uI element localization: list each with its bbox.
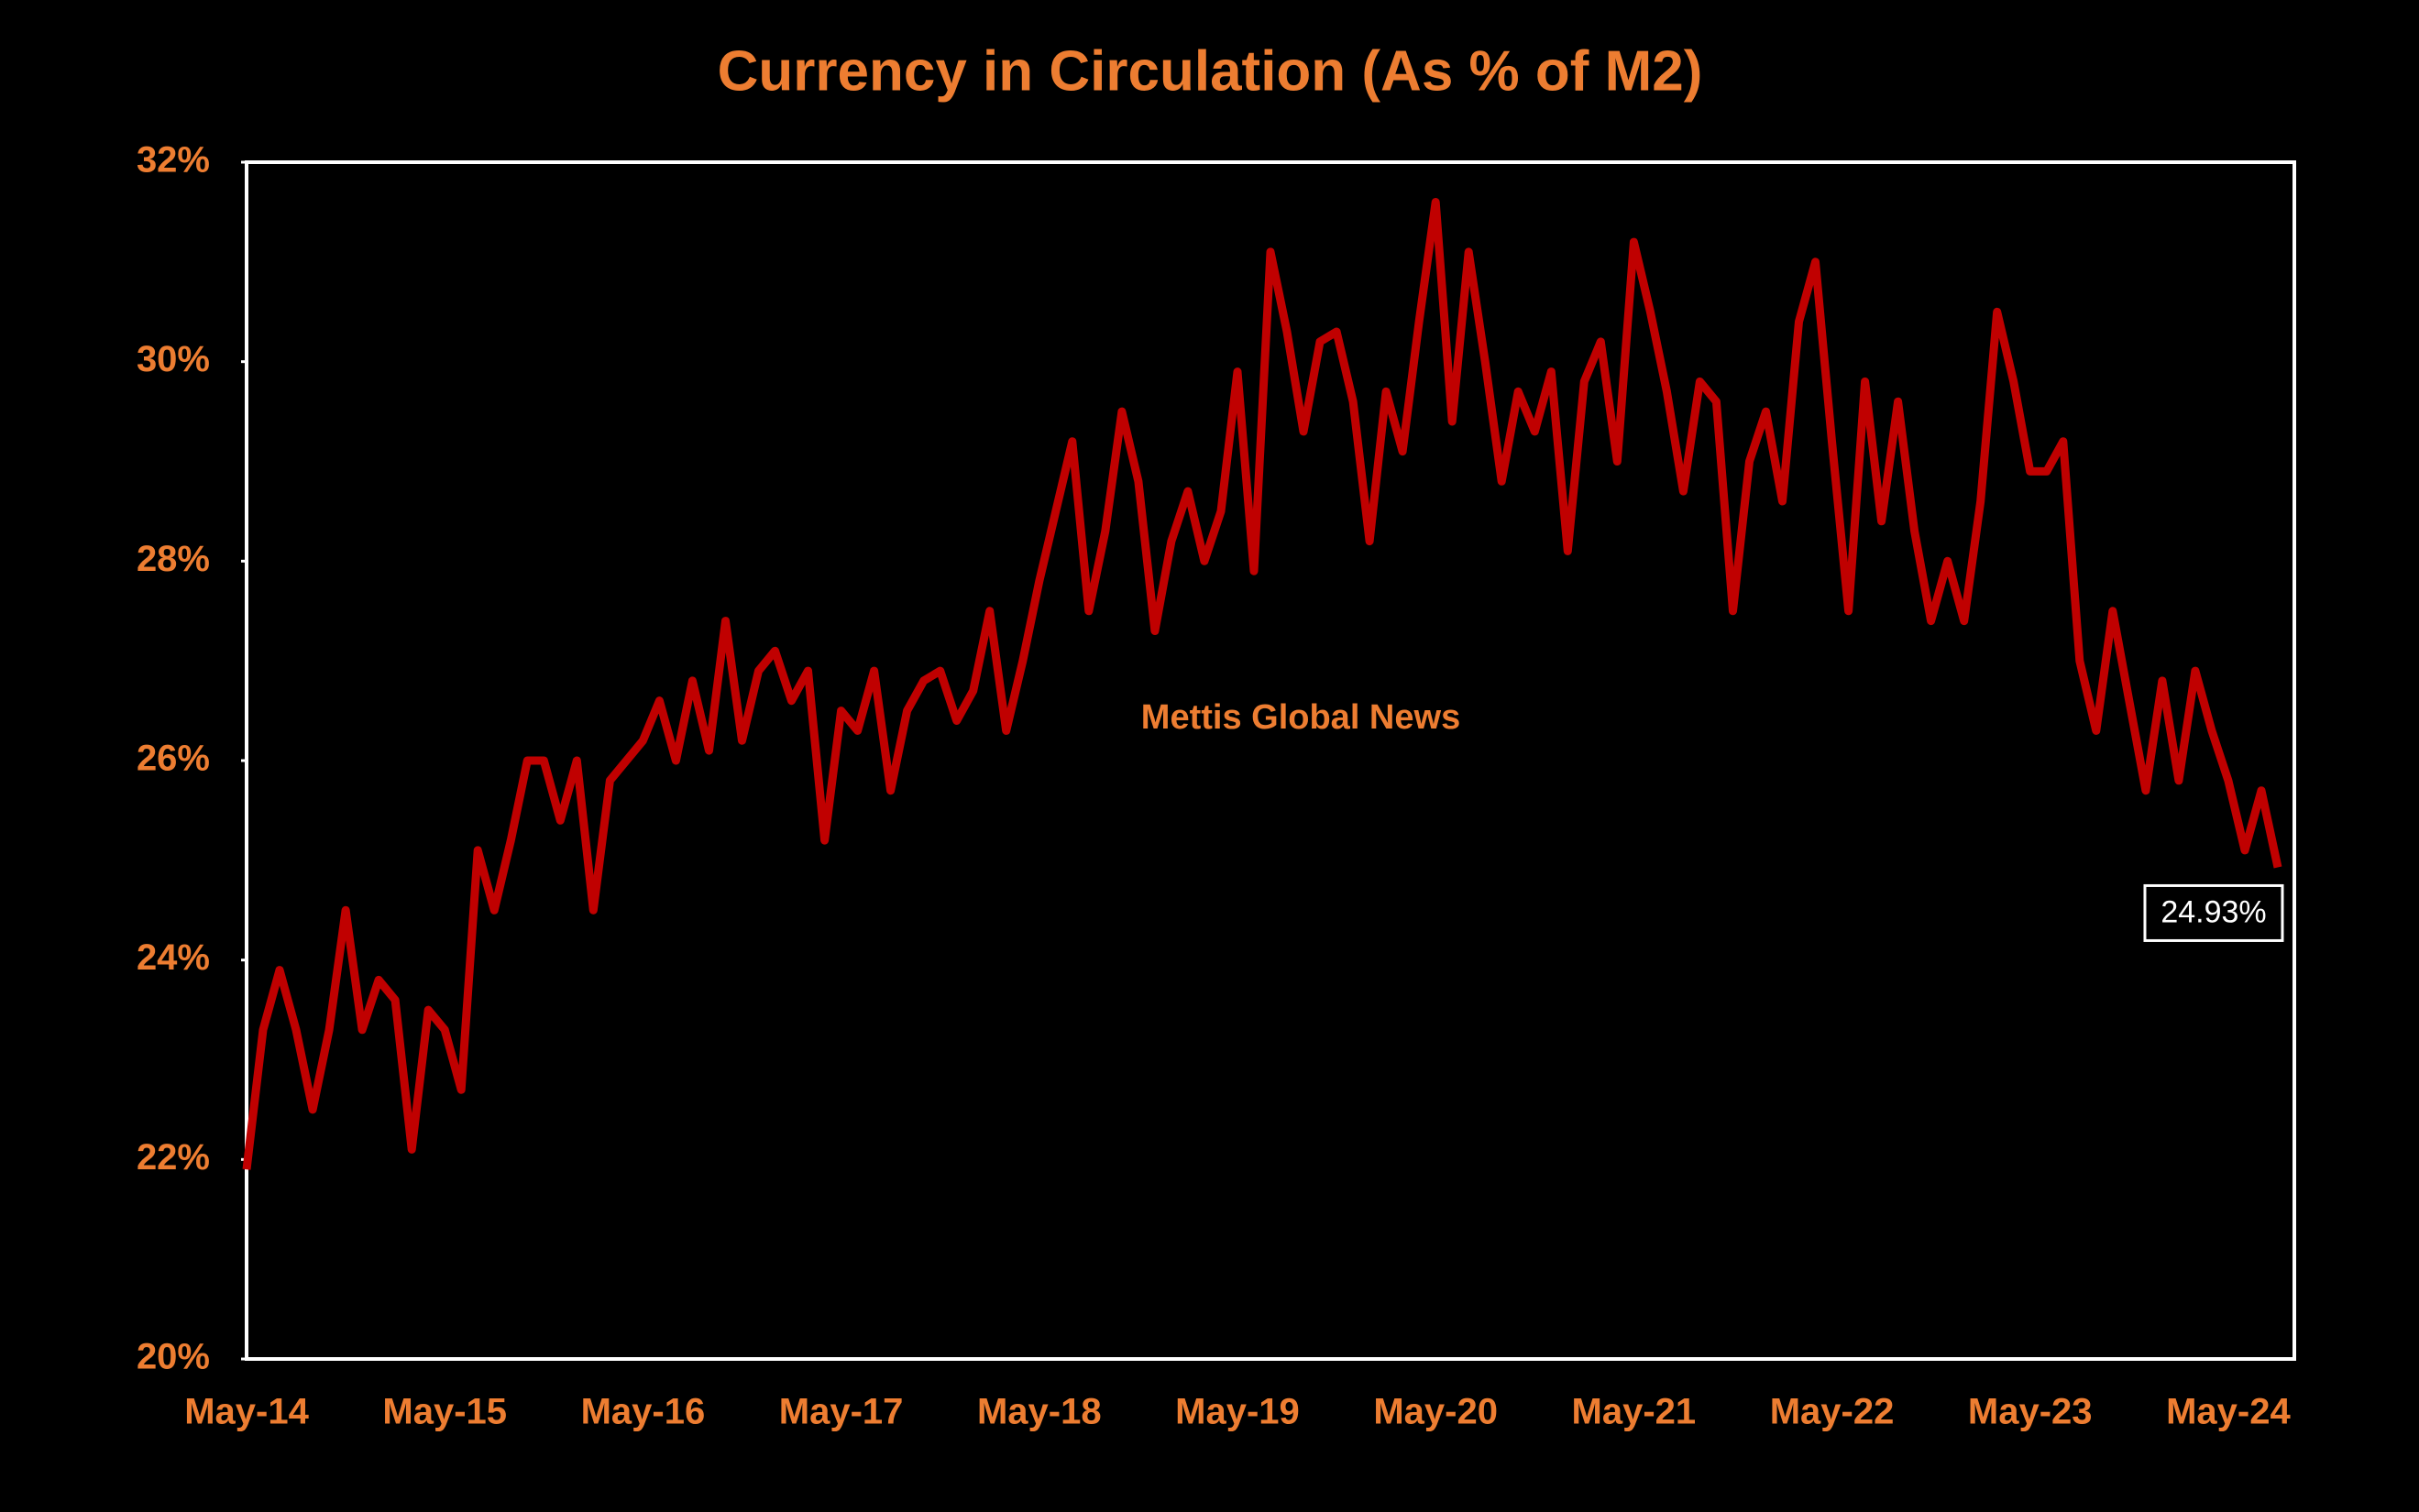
watermark: Mettis Global News	[1141, 698, 1460, 737]
x-tick-label: May-19	[1175, 1392, 1300, 1432]
y-tick-label: 32%	[137, 140, 210, 181]
y-tick-label: 30%	[137, 339, 210, 379]
y-tick-label: 28%	[137, 539, 210, 579]
x-tick-label: May-15	[382, 1392, 507, 1432]
y-tick-label: 24%	[137, 937, 210, 978]
chart-title: Currency in Circulation (As % of M2)	[718, 39, 1703, 103]
value-label: 24.93%	[2161, 894, 2266, 929]
x-tick-label: May-16	[581, 1392, 706, 1432]
x-tick-label: May-17	[779, 1392, 904, 1432]
x-tick-label: May-18	[977, 1392, 1102, 1432]
data-line	[242, 198, 2282, 1170]
y-tick-label: 26%	[137, 739, 210, 779]
x-tick-label: May-21	[1572, 1392, 1697, 1432]
plot-frame	[245, 160, 2296, 1361]
x-tick-label: May-23	[1968, 1392, 2093, 1432]
value-label-box	[2143, 883, 2284, 942]
x-tick-label: May-14	[184, 1392, 309, 1432]
y-tick-label: 20%	[137, 1337, 210, 1377]
x-tick-label: May-24	[2166, 1392, 2291, 1432]
y-tick-label: 22%	[137, 1137, 210, 1178]
x-tick-label: May-22	[1770, 1392, 1895, 1432]
x-tick-label: May-20	[1373, 1392, 1498, 1432]
